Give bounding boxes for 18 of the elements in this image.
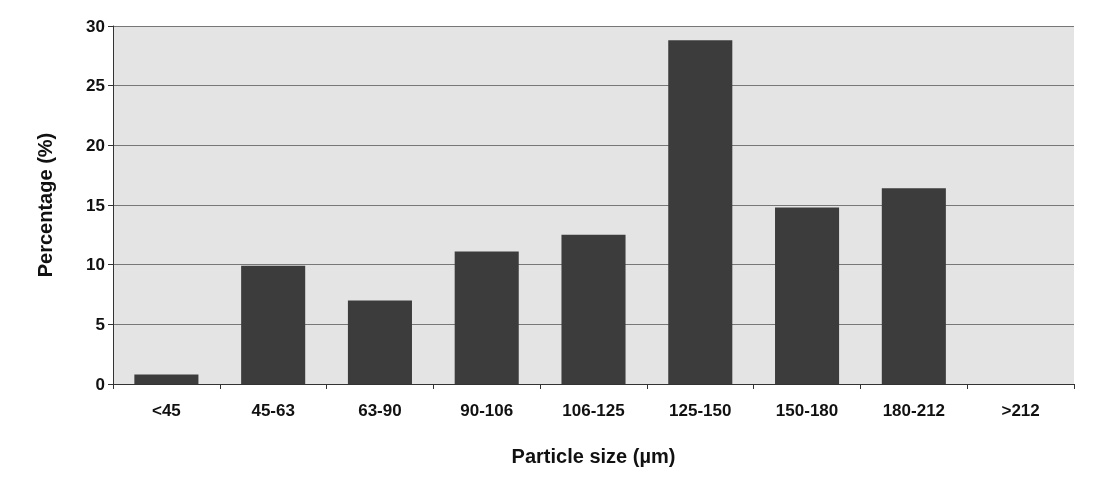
y-tick-label: 15 [86, 195, 105, 215]
x-tick-label: 180-212 [882, 401, 946, 420]
x-tick-label: 90-106 [460, 401, 514, 420]
y-tick-label: 5 [95, 314, 105, 334]
y-tick-label: 0 [95, 374, 105, 394]
x-tick-label: 63-90 [358, 401, 402, 420]
x-tick-label: >212 [1001, 401, 1040, 420]
y-tick-label: 25 [86, 76, 105, 96]
y-axis-title: Percentage (%) [34, 132, 56, 278]
y-tick-label: 30 [86, 16, 105, 36]
x-tick-label: <45 [151, 401, 181, 420]
x-tick-label: 106-125 [562, 401, 625, 420]
x-tick-label: 45-63 [251, 401, 295, 420]
y-tick-label: 10 [86, 255, 105, 275]
x-tick-label: 150-180 [775, 401, 839, 420]
x-axis-title: Particle size (µm) [511, 445, 676, 467]
y-tick-label: 20 [86, 135, 105, 155]
x-tick-label: 125-150 [669, 401, 732, 420]
